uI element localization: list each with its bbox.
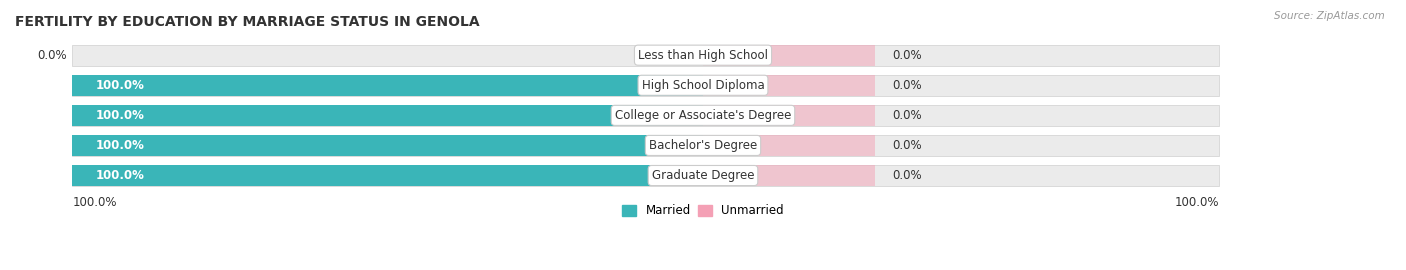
Text: High School Diploma: High School Diploma: [641, 79, 765, 92]
Text: 0.0%: 0.0%: [893, 79, 922, 92]
Bar: [72, 135, 1219, 156]
Text: 100.0%: 100.0%: [96, 139, 145, 152]
Text: Graduate Degree: Graduate Degree: [652, 169, 754, 182]
Text: Bachelor's Degree: Bachelor's Degree: [650, 139, 756, 152]
Bar: [72, 105, 703, 126]
Text: 100.0%: 100.0%: [96, 109, 145, 122]
Text: 100.0%: 100.0%: [96, 169, 145, 182]
Text: FERTILITY BY EDUCATION BY MARRIAGE STATUS IN GENOLA: FERTILITY BY EDUCATION BY MARRIAGE STATU…: [15, 15, 479, 29]
Text: 100.0%: 100.0%: [72, 196, 117, 209]
Text: 0.0%: 0.0%: [893, 169, 922, 182]
Text: 0.0%: 0.0%: [893, 139, 922, 152]
Bar: [72, 105, 1219, 126]
Bar: [72, 75, 1219, 96]
Bar: [72, 165, 1219, 186]
Text: College or Associate's Degree: College or Associate's Degree: [614, 109, 792, 122]
Bar: [703, 165, 875, 186]
Bar: [72, 45, 1219, 66]
Text: 0.0%: 0.0%: [37, 49, 66, 62]
Bar: [703, 75, 875, 96]
Bar: [72, 165, 703, 186]
Text: 0.0%: 0.0%: [893, 49, 922, 62]
Text: 100.0%: 100.0%: [1174, 196, 1219, 209]
Text: 0.0%: 0.0%: [893, 109, 922, 122]
Text: Less than High School: Less than High School: [638, 49, 768, 62]
Text: 100.0%: 100.0%: [96, 79, 145, 92]
Bar: [72, 75, 703, 96]
Bar: [703, 45, 875, 66]
Bar: [703, 135, 875, 156]
Bar: [72, 135, 703, 156]
Bar: [703, 105, 875, 126]
Text: Source: ZipAtlas.com: Source: ZipAtlas.com: [1274, 11, 1385, 21]
Legend: Married, Unmarried: Married, Unmarried: [617, 200, 789, 222]
